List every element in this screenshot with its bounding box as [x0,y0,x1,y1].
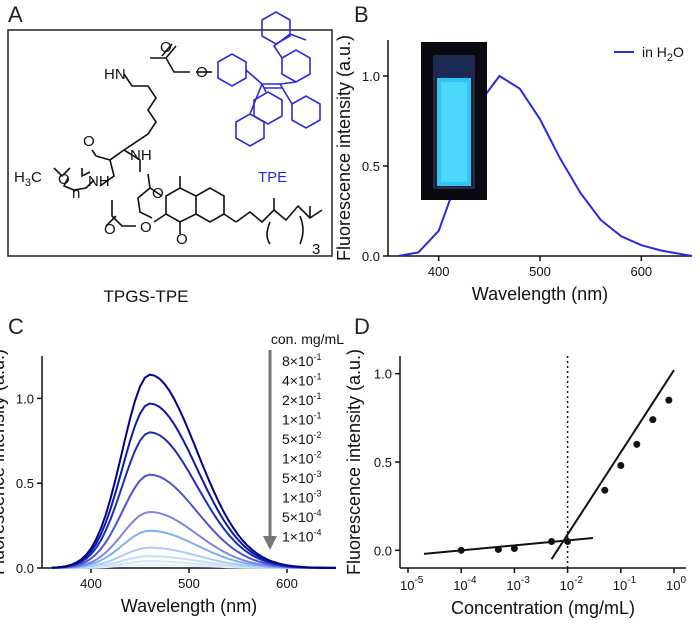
data-point [564,538,572,545]
atom-o-amide2: O [152,185,164,202]
conc-label: 1×10-3 [282,489,322,506]
y-tick-label: 1.0 [374,367,392,382]
tpe-group [217,11,321,147]
atom-hn-top: HN [104,66,126,83]
arrow-head [263,536,277,550]
atom-o-ester-co: O [104,221,116,238]
data-point [494,545,502,553]
x-tick-label: 400 [80,576,102,591]
legend: in H2O [614,44,684,64]
x-tick-label: 400 [428,264,450,279]
panel-letter-d: D [354,314,370,339]
panel-c: C 400 500 600 0.0 0.5 1.0 Wavelength (nm) Fluor… [0,314,344,616]
y-axis-title: Fluorescence intensity (a.u.) [0,349,8,575]
data-point [633,440,641,448]
tpe-label: TPE [258,169,287,186]
series-line-conc-0 [51,373,336,569]
y-tick-label: 0.5 [362,159,380,174]
data-point [601,486,609,494]
panel-b: B 400 500 600 0.0 0.5 1.0 Wavelength (nm) Fluor… [334,2,693,304]
atom-o-peg: O [58,171,70,188]
x-axis-title: Concentration (mg/mL) [451,598,635,618]
conc-label: 8×10-1 [282,352,322,369]
data-point [457,546,465,554]
panel-d: D 10-5 10-4 10-3 10-2 10-1 100 0.0 0.5 1.0 Concen… [344,314,686,618]
conc-label: 1×10-4 [282,528,322,545]
y-tick-label: 0.5 [374,455,392,470]
h3c-label: H3C [14,169,42,189]
x-tick-label: 100 [666,575,686,593]
x-tick-label: 600 [276,576,298,591]
conc-label: 1×10-1 [282,411,322,428]
y-axis-title: Fluorescence intensity (a.u.) [334,35,354,261]
conc-label: 4×10-1 [282,372,322,389]
conc-label: 5×10-2 [282,430,322,447]
atom-o-carbonyl: O [160,39,172,56]
legend-label: in H2O [642,44,684,64]
compound-name: TPGS-TPE [103,287,188,306]
data-point [510,545,518,553]
cuvette-photo [421,42,487,200]
x-axis-title: Wavelength (nm) [121,596,257,616]
panel-letter-b: B [354,2,369,27]
fit-line-high [550,369,675,560]
atom-o-amide: O [83,133,95,150]
conc-label: 5×10-3 [282,469,322,486]
x-tick-label: 500 [178,576,200,591]
y-axis-title: Fluorescence intensity (a.u.) [344,349,364,575]
conc-label: 1×10-2 [282,450,322,467]
x-tick-label: 600 [630,264,652,279]
peg-n-subscript: n [72,185,80,202]
data-point [617,462,625,470]
panel-a: A [7,2,333,306]
atom-o-ester: O [140,219,152,236]
x-tick-label: 10-4 [453,575,477,593]
panel-letter-c: C [8,314,24,339]
x-tick-label: 10-5 [400,575,424,593]
data-point [548,538,556,545]
atom-o-chromane: O [176,231,188,248]
x-axis-title: Wavelength (nm) [472,284,608,304]
phytyl-3-subscript: 3 [312,241,320,258]
y-tick-label: 1.0 [16,391,34,406]
x-tick-label: 500 [529,264,551,279]
y-tick-label: 0.0 [16,561,34,576]
chart-b: 400 500 600 0.0 0.5 1.0 Wavelength (nm) Fluores… [334,35,693,304]
chart-d: 10-5 10-4 10-3 10-2 10-1 100 0.0 0.5 1.0 Concentr… [344,349,686,618]
atom-nh-lower: NH [88,173,110,190]
y-tick-label: 0.0 [362,249,380,264]
data-point [665,396,673,404]
tpgs-tpe-structure [53,43,323,245]
x-tick-label: 10-2 [560,575,584,593]
y-tick-label: 0.0 [374,543,392,558]
legend-title: con. mg/mL [271,331,344,347]
chart-c: 400 500 600 0.0 0.5 1.0 Wavelength (nm) Fluores… [0,331,344,616]
panel-letter-a: A [8,2,23,27]
x-tick-label: 10-3 [506,575,530,593]
y-tick-label: 1.0 [362,69,380,84]
y-tick-label: 0.5 [16,476,34,491]
atom-o-ether: O [196,64,208,81]
series-line-in-h2o [397,75,693,257]
data-point [649,416,657,424]
x-tick-label: 10-1 [613,575,637,593]
structure-frame [7,29,333,257]
conc-label: 5×10-4 [282,508,322,525]
atom-nh: NH [130,147,152,164]
conc-label: 2×10-1 [282,391,322,408]
